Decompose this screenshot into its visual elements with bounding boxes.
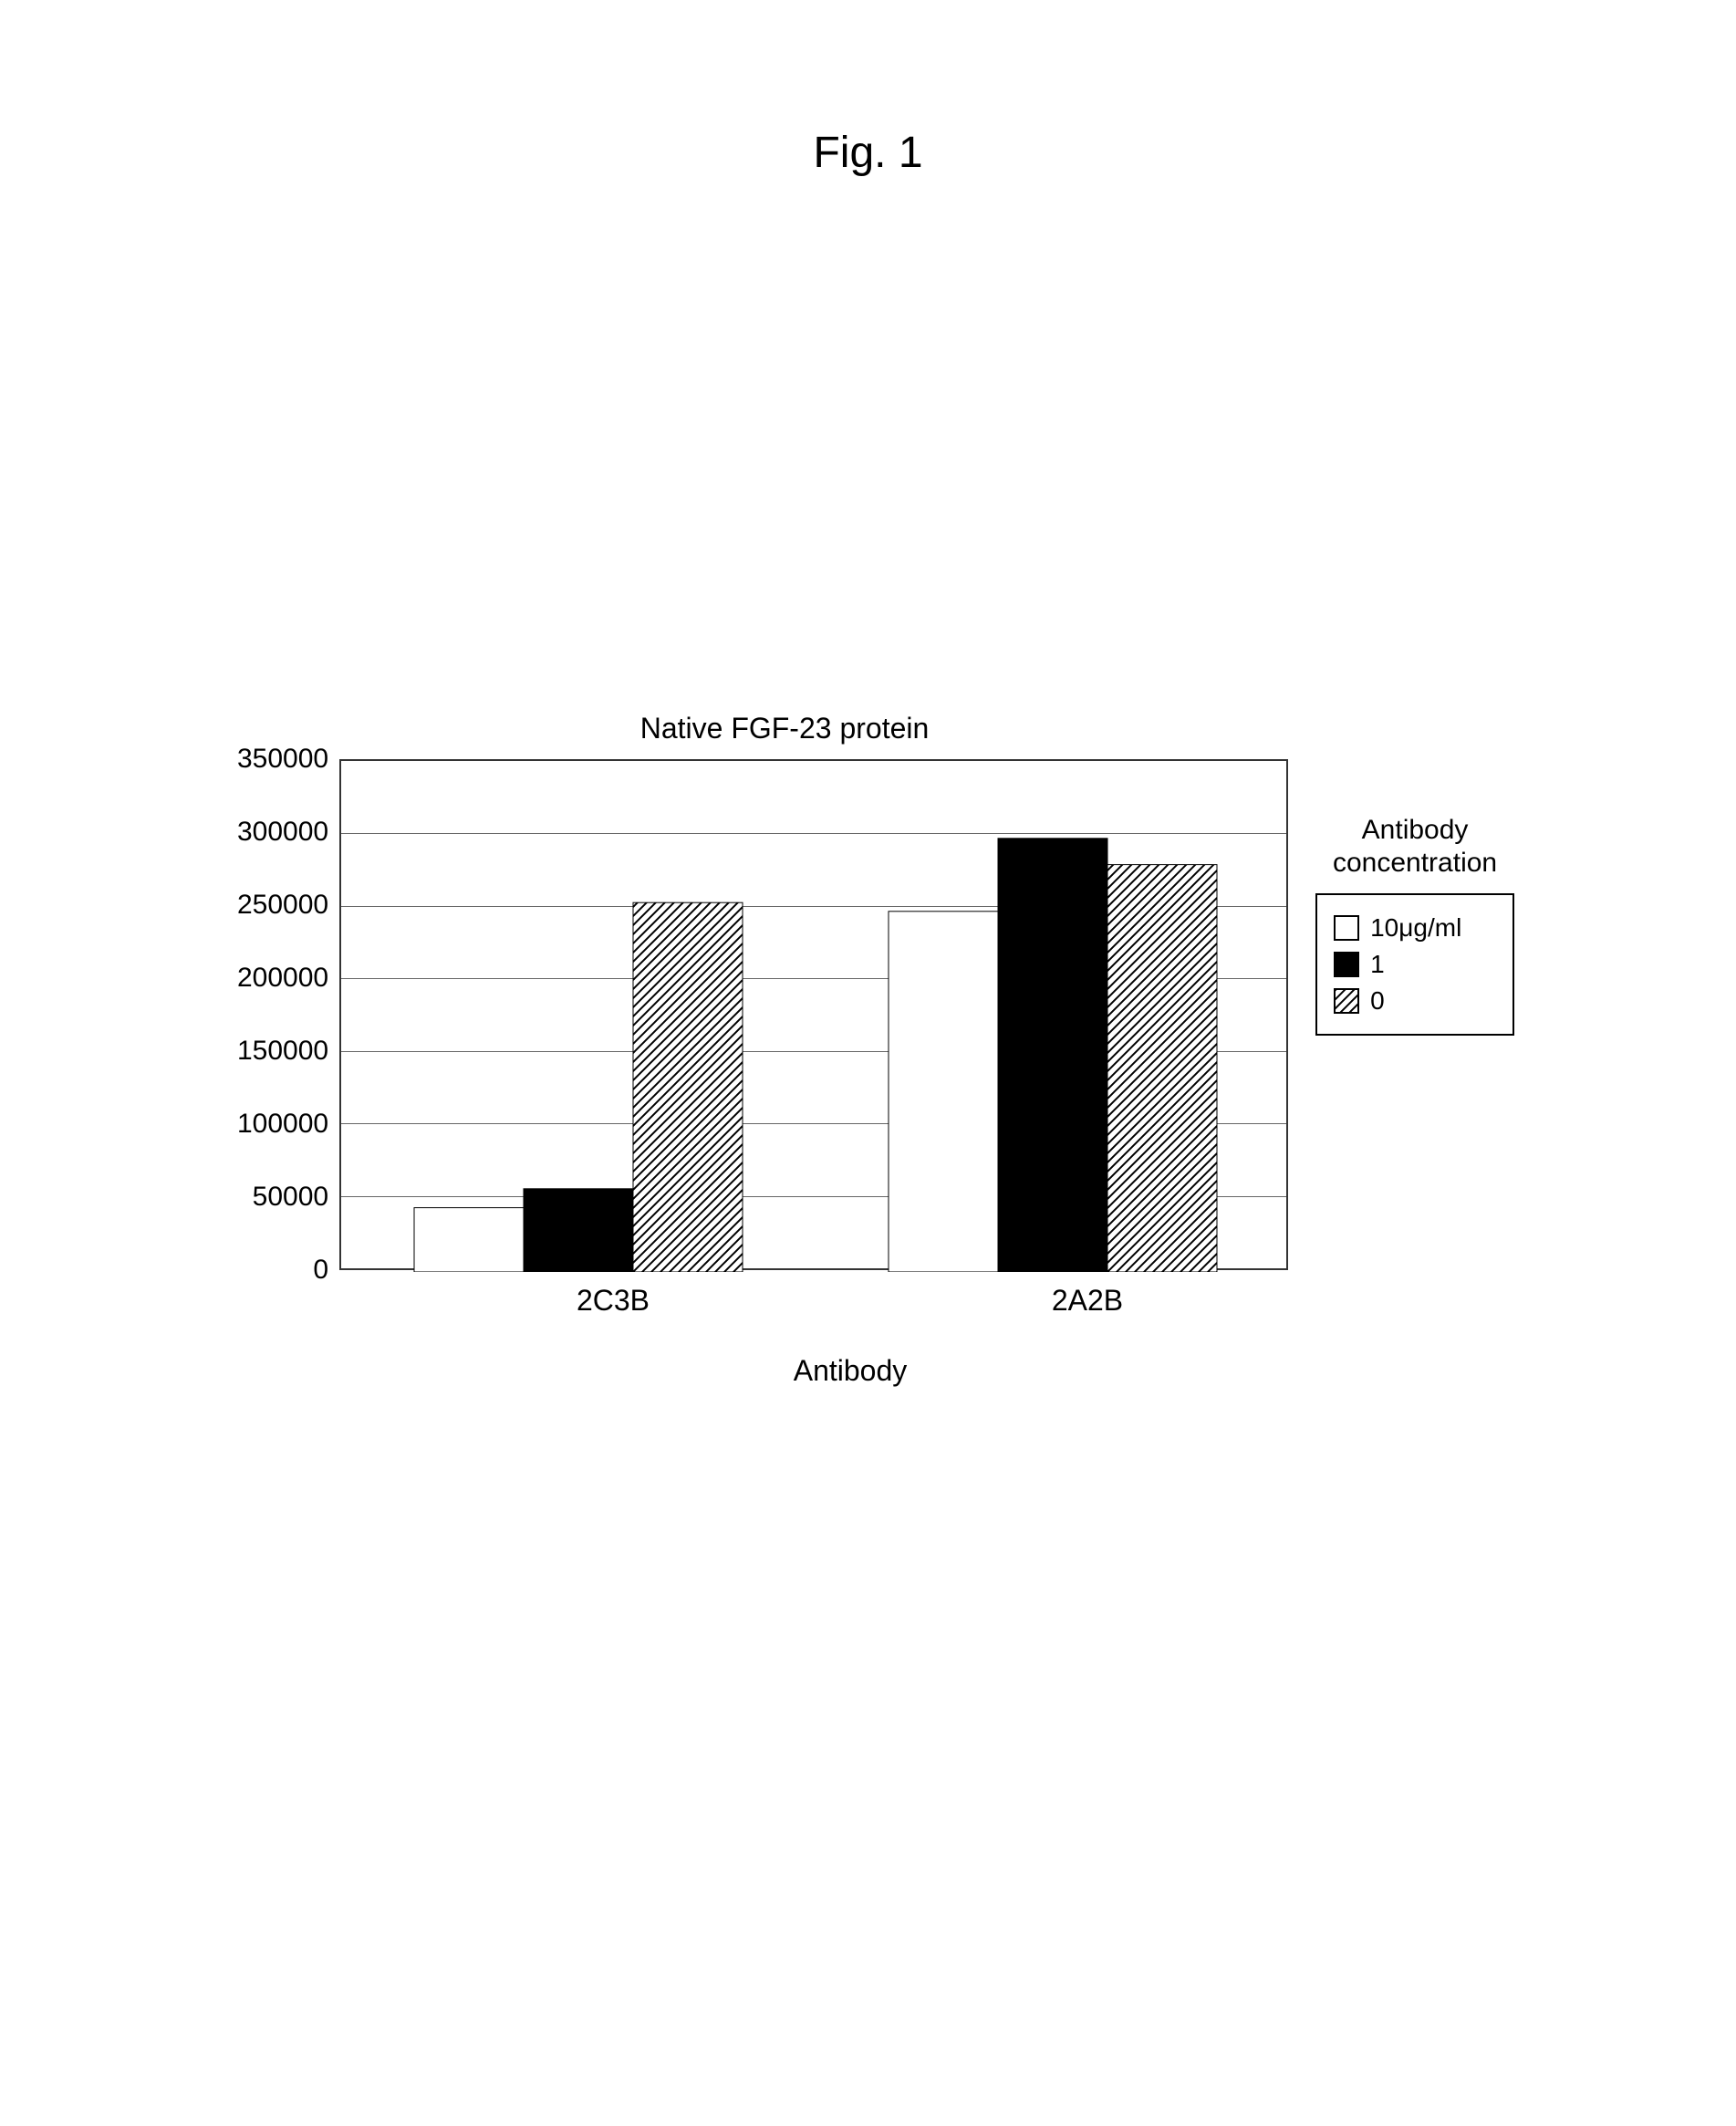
chart-title: Native FGF-23 protein [310, 712, 1259, 745]
legend: Antibody concentration 10μg/ml 1 0 [1315, 814, 1514, 1036]
legend-swatch-white [1334, 915, 1359, 941]
plot-box [339, 759, 1288, 1270]
legend-item: 1 [1334, 950, 1496, 979]
figure-title: Fig. 1 [813, 128, 922, 178]
bars-layer [341, 761, 1290, 1272]
x-axis-title: Antibody [376, 1318, 1325, 1388]
legend-swatch-black [1334, 952, 1359, 977]
legend-label: 10μg/ml [1370, 913, 1461, 943]
bar-2a2b-10ugml [889, 912, 998, 1272]
legend-box: 10μg/ml 1 0 [1315, 893, 1514, 1036]
chart-container: Native FGF-23 protein 350000 300000 2500… [237, 712, 1514, 1388]
bar-2c3b-1 [524, 1189, 633, 1272]
x-label: 2C3B [376, 1284, 850, 1318]
legend-title: Antibody concentration [1315, 814, 1514, 880]
legend-item: 0 [1334, 986, 1496, 1016]
x-label: 2A2B [850, 1284, 1325, 1318]
bar-2a2b-1 [998, 839, 1107, 1272]
legend-label: 0 [1370, 986, 1385, 1016]
bar-2c3b-10ugml [414, 1208, 524, 1272]
legend-label: 1 [1370, 950, 1385, 979]
x-axis-labels: 2C3B 2A2B [376, 1270, 1325, 1318]
bar-2a2b-0 [1107, 865, 1217, 1272]
legend-title-text: Antibody concentration [1333, 815, 1497, 878]
legend-swatch-hatched [1334, 988, 1359, 1014]
y-axis: 350000 300000 250000 200000 150000 10000… [237, 745, 339, 1256]
bar-2c3b-0 [633, 902, 743, 1272]
chart-area: 350000 300000 250000 200000 150000 10000… [237, 759, 1288, 1270]
legend-item: 10μg/ml [1334, 913, 1496, 943]
chart-wrapper: 350000 300000 250000 200000 150000 10000… [237, 759, 1514, 1270]
